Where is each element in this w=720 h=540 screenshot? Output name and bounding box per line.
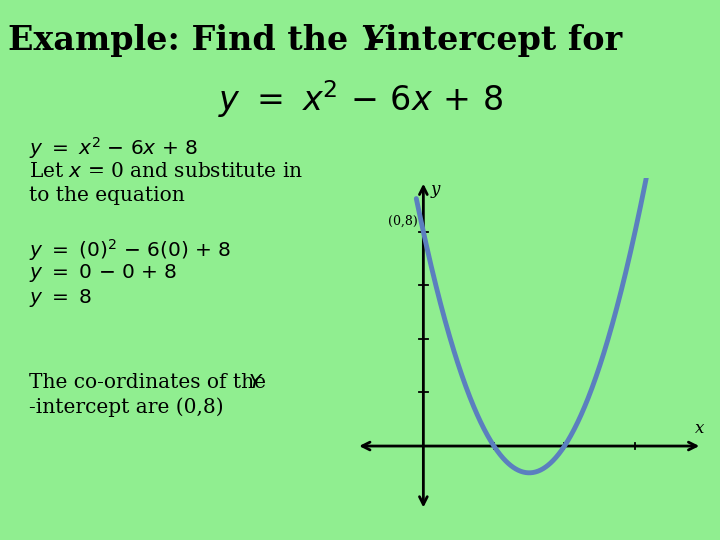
Text: $\it{y}$ $=$ $8$: $\it{y}$ $=$ $8$ bbox=[29, 287, 92, 309]
Text: $\it{y}$ $=$ $0$ $-$ $0$ $+$ $8$: $\it{y}$ $=$ $0$ $-$ $0$ $+$ $8$ bbox=[29, 262, 177, 284]
Text: $\it{y}$ $=$ $(0)$$^2$ $-$ $6(0)$ $+$ $8$: $\it{y}$ $=$ $(0)$$^2$ $-$ $6(0)$ $+$ $8… bbox=[29, 238, 231, 264]
Text: -intercept for: -intercept for bbox=[371, 24, 622, 57]
Text: $\it{y}$ $=$ $\it{x}$$^2$ $-$ $6\it{x}$ $+$ $8$: $\it{y}$ $=$ $\it{x}$$^2$ $-$ $6\it{x}$ … bbox=[29, 135, 198, 161]
Text: (0,8): (0,8) bbox=[388, 215, 418, 228]
Text: Let $\it{x}$ = 0 and substitute in: Let $\it{x}$ = 0 and substitute in bbox=[29, 162, 303, 181]
Text: $\it{y}$ $=$ $\it{x}$$^2$ $-$ $6\it{x}$ $+$ $8$: $\it{y}$ $=$ $\it{x}$$^2$ $-$ $6\it{x}$ … bbox=[217, 78, 503, 120]
Text: $\it{Y}$: $\it{Y}$ bbox=[248, 373, 264, 392]
Text: The co-ordinates of the: The co-ordinates of the bbox=[29, 373, 279, 392]
Text: x: x bbox=[695, 420, 704, 437]
Text: y: y bbox=[431, 181, 440, 198]
Text: to the equation: to the equation bbox=[29, 186, 184, 205]
Text: Y: Y bbox=[360, 24, 384, 57]
Text: -intercept are (0,8): -intercept are (0,8) bbox=[29, 397, 223, 416]
Text: Example: Find the: Example: Find the bbox=[8, 24, 360, 57]
